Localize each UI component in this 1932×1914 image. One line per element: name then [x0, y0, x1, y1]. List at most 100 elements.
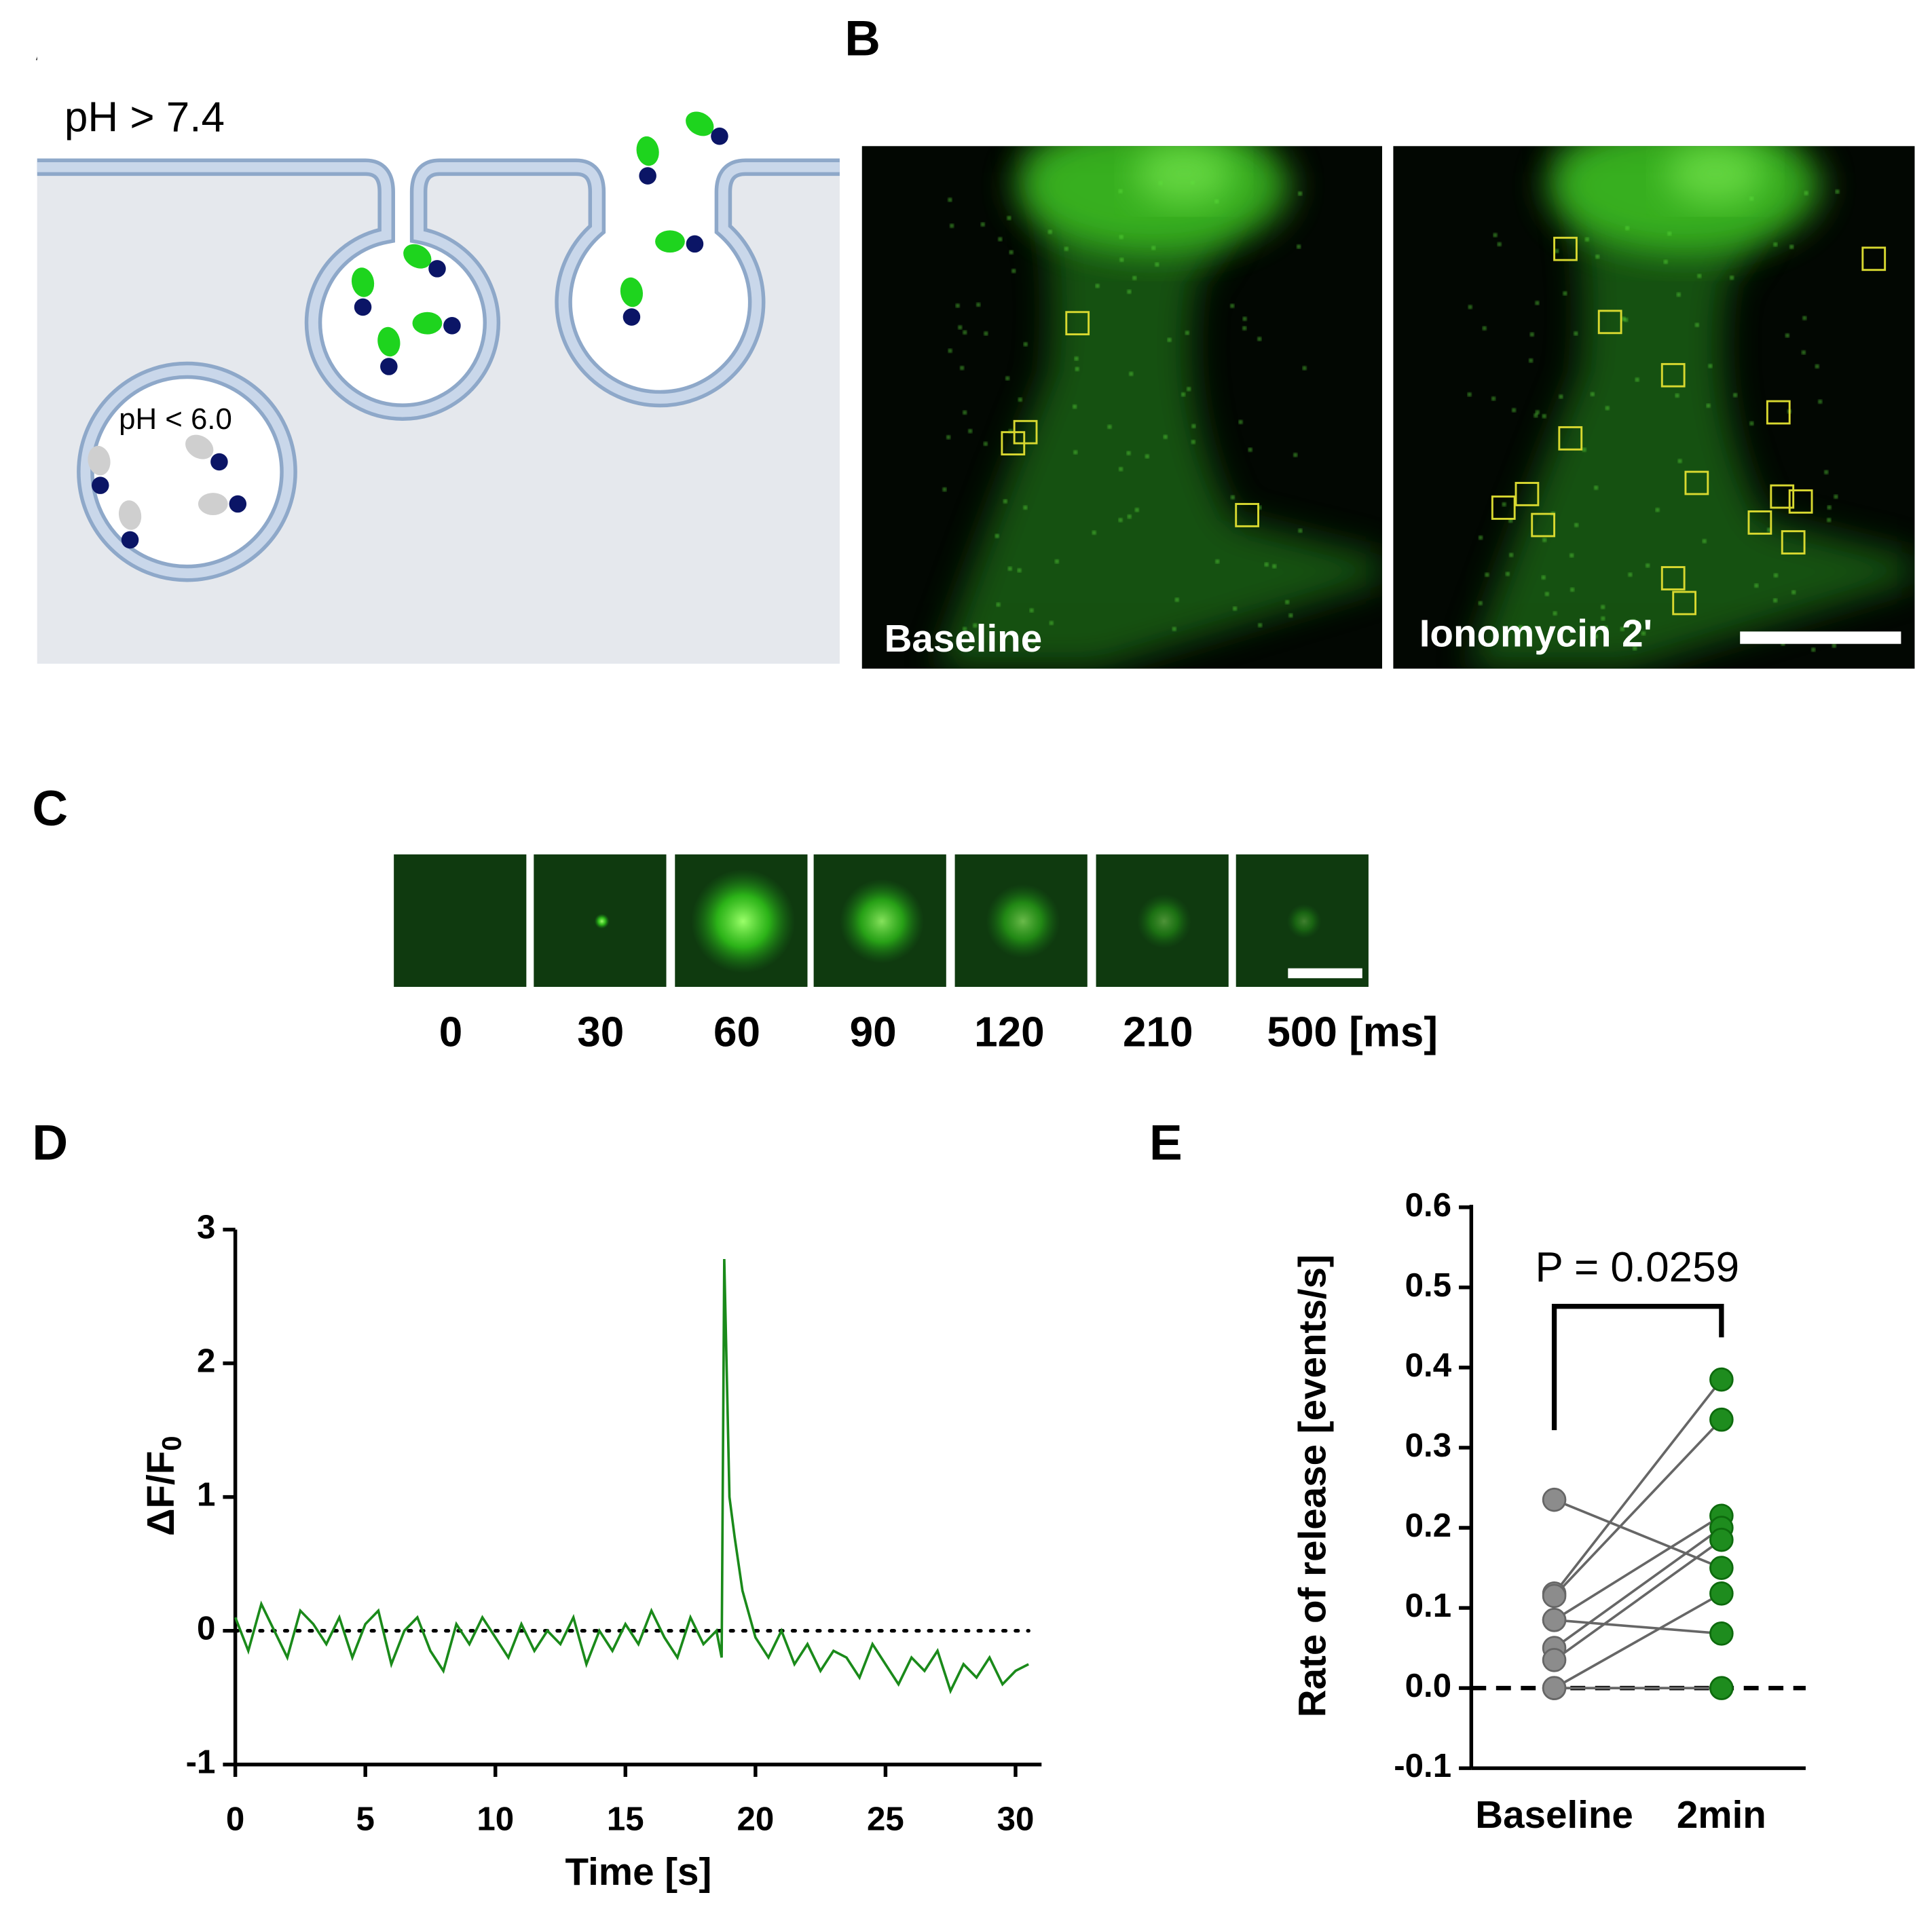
- point: [1542, 1676, 1567, 1700]
- speck: [1479, 536, 1483, 540]
- speck: [973, 623, 978, 628]
- probe: [185, 434, 214, 459]
- x-tick-label: 25: [867, 1801, 904, 1838]
- roi: [1597, 309, 1622, 335]
- speck: [1593, 634, 1598, 639]
- speck: [1601, 616, 1605, 621]
- image-label: Ionomycin 2': [1419, 612, 1652, 655]
- speck: [958, 325, 963, 330]
- speck: [1563, 291, 1567, 296]
- frame-label: 90: [850, 1009, 897, 1056]
- scale-bar: [1740, 631, 1901, 644]
- speck: [1774, 573, 1778, 578]
- speck: [1631, 619, 1636, 624]
- point: [1542, 1583, 1567, 1609]
- pair-line: [1554, 1618, 1722, 1635]
- speck: [1095, 284, 1100, 288]
- speck: [1285, 600, 1290, 605]
- significance-bracket: [1551, 1304, 1724, 1431]
- roi: [1672, 590, 1697, 616]
- y-tick-label: 0.2: [1405, 1507, 1451, 1544]
- frames-c: 0 30 60 90 120 210 500 [ms]: [394, 854, 1438, 1056]
- speck: [1733, 393, 1737, 397]
- speck: [1288, 613, 1293, 618]
- speck: [1119, 467, 1123, 471]
- point: [1709, 1527, 1734, 1552]
- speck: [1529, 332, 1534, 337]
- speck: [1509, 552, 1513, 557]
- speck: [1506, 571, 1510, 576]
- speck: [1676, 293, 1681, 297]
- point: [1709, 1407, 1734, 1432]
- speck: [1601, 605, 1605, 609]
- speck: [1163, 434, 1168, 439]
- probe: [403, 244, 432, 269]
- speck: [1730, 276, 1734, 280]
- roi: [1001, 431, 1026, 456]
- cell: [936, 146, 1382, 669]
- speck: [1789, 244, 1794, 249]
- speck: [963, 626, 967, 631]
- pair-line: [1553, 1539, 1722, 1662]
- probes: [88, 111, 728, 549]
- speck: [1595, 255, 1600, 259]
- speck: [1646, 563, 1650, 568]
- vesicle-inner: [80, 365, 294, 578]
- roi: [1747, 510, 1772, 535]
- speck: [1126, 451, 1131, 455]
- x-tick-label: 5: [356, 1801, 374, 1838]
- point: [1709, 1676, 1734, 1700]
- pair-line: [1553, 1526, 1722, 1649]
- speck: [1706, 403, 1711, 408]
- panel-letter: C: [32, 781, 68, 836]
- y-tick-label: -1: [186, 1744, 216, 1781]
- speck: [1815, 364, 1819, 369]
- probe: [198, 493, 228, 515]
- x-tick-label: 10: [477, 1801, 514, 1838]
- cell-top: [1134, 146, 1234, 205]
- speck: [1047, 229, 1052, 234]
- speck: [1667, 231, 1672, 236]
- speck: [1827, 505, 1832, 510]
- speck: [1754, 583, 1759, 588]
- speck: [1075, 367, 1079, 371]
- speck: [968, 429, 973, 433]
- frame-glow: [986, 884, 1060, 959]
- speck: [1834, 494, 1838, 499]
- speck: [998, 237, 1003, 242]
- pair-line: [1553, 1498, 1722, 1569]
- speck: [1005, 376, 1010, 381]
- pair-line: [1553, 1592, 1722, 1689]
- speck: [1827, 518, 1832, 522]
- speck: [1535, 301, 1540, 305]
- frame-label: 60: [713, 1009, 760, 1056]
- probe-tag: [380, 358, 398, 375]
- speck: [995, 533, 999, 538]
- speck: [948, 348, 952, 353]
- roi: [1491, 495, 1516, 520]
- speck: [1119, 257, 1124, 262]
- speck: [1467, 392, 1472, 397]
- x-tick-label: 0: [226, 1801, 244, 1838]
- speck: [1151, 246, 1156, 250]
- speck: [1298, 529, 1303, 533]
- cell: [1467, 146, 1914, 669]
- speck: [1297, 244, 1301, 249]
- speck: [1073, 450, 1078, 455]
- diagram-a: pH > 7.4 pH < 6.0: [37, 0, 840, 664]
- speck: [1677, 459, 1682, 464]
- speck: [960, 366, 964, 371]
- speck: [1023, 506, 1028, 510]
- probe-tag: [443, 317, 461, 335]
- speck: [1535, 410, 1540, 415]
- speck: [1791, 590, 1796, 595]
- speck: [1641, 631, 1646, 636]
- speck: [1582, 447, 1586, 452]
- point: [1709, 1367, 1734, 1392]
- speck: [1832, 643, 1836, 648]
- speck: [1555, 249, 1559, 253]
- speck: [1811, 648, 1816, 652]
- speck: [1663, 259, 1668, 264]
- speck: [1534, 413, 1538, 418]
